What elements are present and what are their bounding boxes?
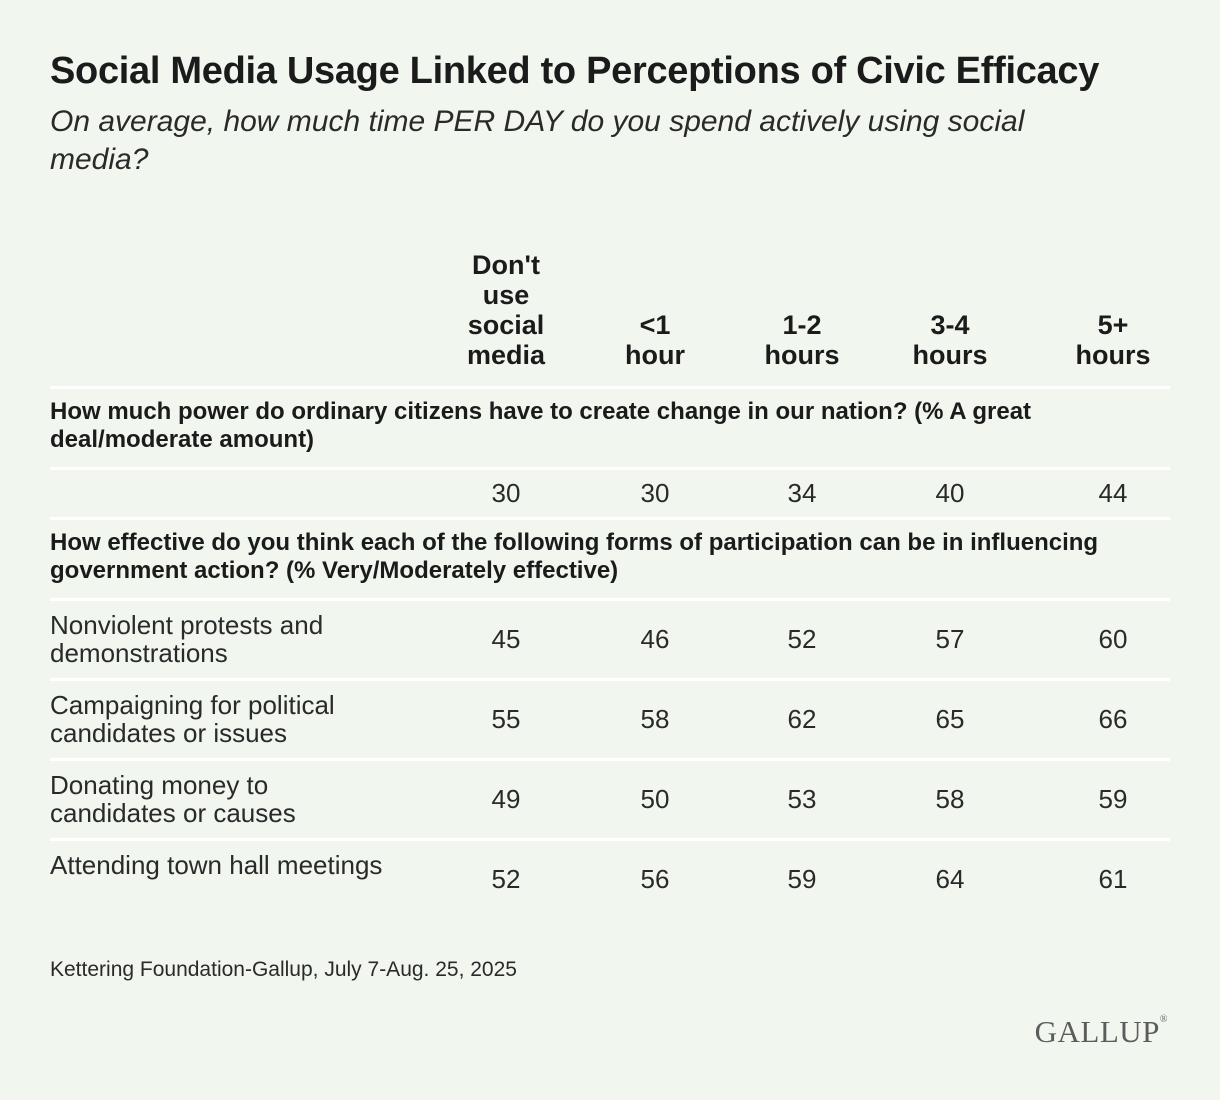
row-divider: [50, 598, 1170, 601]
table-cell: 56: [640, 864, 670, 894]
table-cell: 62: [787, 704, 817, 734]
table-cell: 57: [935, 624, 965, 654]
table-cell: 52: [787, 624, 817, 654]
table-cell: 50: [640, 784, 670, 814]
row-divider: [50, 517, 1170, 520]
row-label: Donating money to candidates or causes: [50, 770, 296, 828]
table-cell: 49: [491, 784, 521, 814]
chart-subtitle: On average, how much time PER DAY do you…: [50, 105, 1025, 176]
data-table: Don't use social media <1 hour 1-2 hours 3-…: [50, 0, 1170, 1000]
source-note: Kettering Foundation-Gallup, July 7-Aug.…: [50, 958, 517, 981]
row-label: Campaigning for political candidates or …: [50, 690, 335, 748]
table-cell: 58: [640, 704, 670, 734]
table-cell: 40: [935, 478, 965, 508]
column-header: 1-2 hours: [764, 310, 840, 370]
column-header: 5+ hours: [1075, 310, 1151, 370]
row-divider: [50, 467, 1170, 470]
section-question: How much power do ordinary citizens have…: [50, 398, 1032, 453]
row-divider: [50, 678, 1170, 681]
column-header: 3-4 hours: [912, 310, 988, 370]
column-header: <1 hour: [625, 310, 685, 370]
table-cell: 66: [1098, 704, 1128, 734]
table-cell: 64: [935, 864, 965, 894]
row-label: Attending town hall meetings: [50, 850, 383, 880]
chart-title: Social Media Usage Linked to Perceptions…: [50, 50, 1100, 92]
table-cell: 59: [1098, 784, 1128, 814]
row-divider: [50, 758, 1170, 761]
table-cell: 30: [640, 478, 670, 508]
table-cell: 61: [1098, 864, 1128, 894]
table-cell: 30: [491, 478, 521, 508]
table-cell: 59: [787, 864, 817, 894]
table-cell: 45: [491, 624, 521, 654]
section-question: How effective do you think each of the f…: [50, 529, 1099, 584]
table-cell: 60: [1098, 624, 1128, 654]
row-label: Nonviolent protests and demonstrations: [50, 610, 324, 668]
table-cell: 34: [787, 478, 817, 508]
table-cell: 52: [491, 864, 521, 894]
table-cell: 53: [787, 784, 817, 814]
row-divider: [50, 838, 1170, 841]
table-cell: 55: [491, 704, 521, 734]
row-divider: [50, 386, 1170, 389]
column-header: Don't use social media: [466, 250, 546, 370]
table-cell: 46: [640, 624, 670, 654]
table-cell: 44: [1098, 478, 1128, 508]
gallup-logo: GALLUP®: [1034, 1014, 1168, 1049]
table-cell: 65: [935, 704, 965, 734]
table-cell: 58: [935, 784, 965, 814]
